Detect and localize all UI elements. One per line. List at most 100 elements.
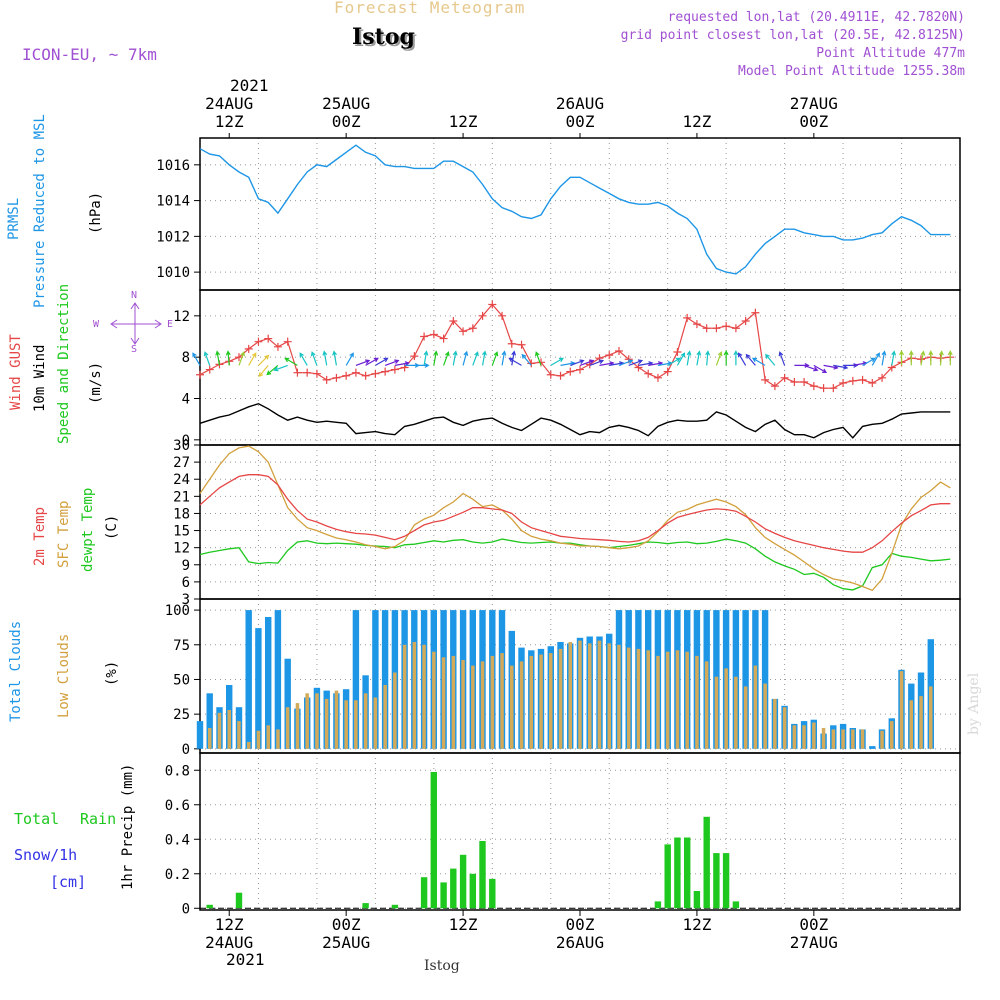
- y-tick-label: 21: [173, 489, 190, 505]
- rain-bar: [440, 882, 447, 909]
- low-cloud-bar: [276, 729, 280, 749]
- low-cloud-bar: [305, 693, 309, 749]
- gust-marker: [848, 376, 857, 385]
- total-cloud-bar: [206, 693, 213, 749]
- gust-marker: [829, 384, 838, 393]
- wind-arrow: [737, 352, 747, 366]
- rain-bar: [450, 868, 457, 909]
- wind-arrow: [248, 352, 257, 366]
- gust-marker: [595, 354, 604, 363]
- low-cloud-bar: [217, 712, 222, 749]
- low-cloud-bar: [324, 698, 329, 749]
- y-tick-label: 100: [165, 603, 190, 619]
- low-cloud-bar: [588, 643, 592, 749]
- total-cloud-bar: [265, 617, 272, 749]
- low-cloud-bar: [675, 650, 680, 749]
- temp2m-line: [199, 474, 951, 553]
- wind-arrow: [723, 350, 729, 366]
- time-label-top-hour: 12Z: [682, 112, 711, 131]
- gust-marker: [741, 317, 750, 325]
- gust-marker: [566, 367, 575, 376]
- low-cloud-bar: [812, 722, 816, 749]
- time-label-bottom-date: 26AUG: [556, 933, 604, 952]
- wind-arrow: [491, 351, 499, 366]
- wind-arrow: [928, 350, 934, 366]
- gust-marker: [390, 365, 399, 374]
- panel-frame: [199, 137, 961, 291]
- rain-bar: [489, 878, 496, 909]
- gust-marker: [780, 373, 789, 382]
- wind-arrow: [462, 350, 469, 366]
- y-tick-label: 0.2: [165, 867, 190, 883]
- time-label-bottom-date: 25AUG: [322, 933, 370, 952]
- wind-arrow: [813, 364, 828, 374]
- gust-marker: [527, 359, 536, 368]
- low-cloud-bar: [519, 661, 524, 749]
- wind-arrow: [508, 357, 522, 366]
- gust-marker: [507, 339, 516, 348]
- total-cloud-bar: [381, 610, 389, 749]
- low-cloud-bar: [549, 653, 553, 749]
- time-label-bottom-hour: 00Z: [332, 915, 361, 934]
- wind-arrow: [258, 354, 270, 366]
- wind-arrow: [871, 352, 880, 366]
- gust-marker: [800, 377, 809, 386]
- gust-marker: [692, 320, 701, 329]
- gust-marker: [293, 368, 302, 377]
- rain-bar: [479, 841, 486, 909]
- low-cloud-bar: [792, 725, 797, 749]
- low-cloud-bar: [724, 668, 728, 749]
- low-cloud-bar: [432, 651, 436, 749]
- low-cloud-bar: [412, 642, 417, 749]
- low-cloud-bar: [373, 697, 378, 749]
- point-altitude: Point Altitude 477m: [816, 46, 965, 61]
- gust-marker: [312, 369, 321, 378]
- gust-marker: [839, 379, 848, 387]
- low-cloud-bar: [451, 655, 456, 749]
- low-cloud-bar: [617, 644, 621, 749]
- low-cloud-bar: [354, 700, 358, 749]
- gust-marker: [878, 373, 887, 382]
- low-cloud-bar: [402, 644, 407, 749]
- y-tick-label: 8: [182, 350, 190, 366]
- wind-arrow: [947, 350, 953, 366]
- compass-s: S: [131, 344, 138, 355]
- gust-marker: [283, 337, 292, 346]
- wind-arrow: [618, 359, 634, 366]
- low-cloud-bar: [383, 685, 387, 749]
- y-tick-label: 27: [173, 455, 190, 471]
- low-cloud-bar: [500, 653, 504, 749]
- forecast-title: Forecast Meteogram: [334, 0, 526, 17]
- low-cloud-bar: [285, 707, 290, 749]
- time-label-bottom-date: 24AUG: [205, 933, 253, 952]
- wind-arrow: [423, 350, 429, 366]
- low-cloud-bar: [743, 686, 748, 749]
- rain-bar: [684, 837, 691, 909]
- wind-arrow: [696, 350, 702, 366]
- y-tick-label: 0.6: [165, 798, 190, 814]
- rain-bar: [235, 892, 243, 909]
- time-label-bottom-hour: 00Z: [566, 915, 595, 934]
- gust-marker: [644, 369, 653, 378]
- low-cloud-bar: [841, 729, 845, 749]
- rain-bar: [362, 903, 369, 909]
- time-label-top-date: 25AUG: [322, 94, 370, 113]
- sfc-temp-line: [199, 445, 951, 592]
- low-cloud-bar: [529, 655, 533, 749]
- gust-marker: [371, 369, 380, 378]
- wind-arrow: [920, 350, 926, 366]
- y-tick-label: 18: [173, 506, 190, 522]
- low-cloud-bar: [363, 693, 368, 749]
- wind-arrow: [794, 362, 810, 368]
- y-tick-label: 1016: [156, 158, 190, 174]
- gust-marker: [858, 375, 867, 384]
- low-cloud-bar: [441, 657, 446, 749]
- y-tick-label: 0.8: [165, 763, 190, 779]
- wind-arrow: [258, 365, 269, 378]
- low-cloud-bar: [490, 655, 495, 749]
- wind-arrow: [375, 357, 389, 366]
- wind-arrow: [778, 351, 786, 366]
- low-cloud-bar: [802, 725, 806, 749]
- time-label-top-hour: 12Z: [215, 112, 244, 131]
- low-cloud-bar: [597, 640, 602, 749]
